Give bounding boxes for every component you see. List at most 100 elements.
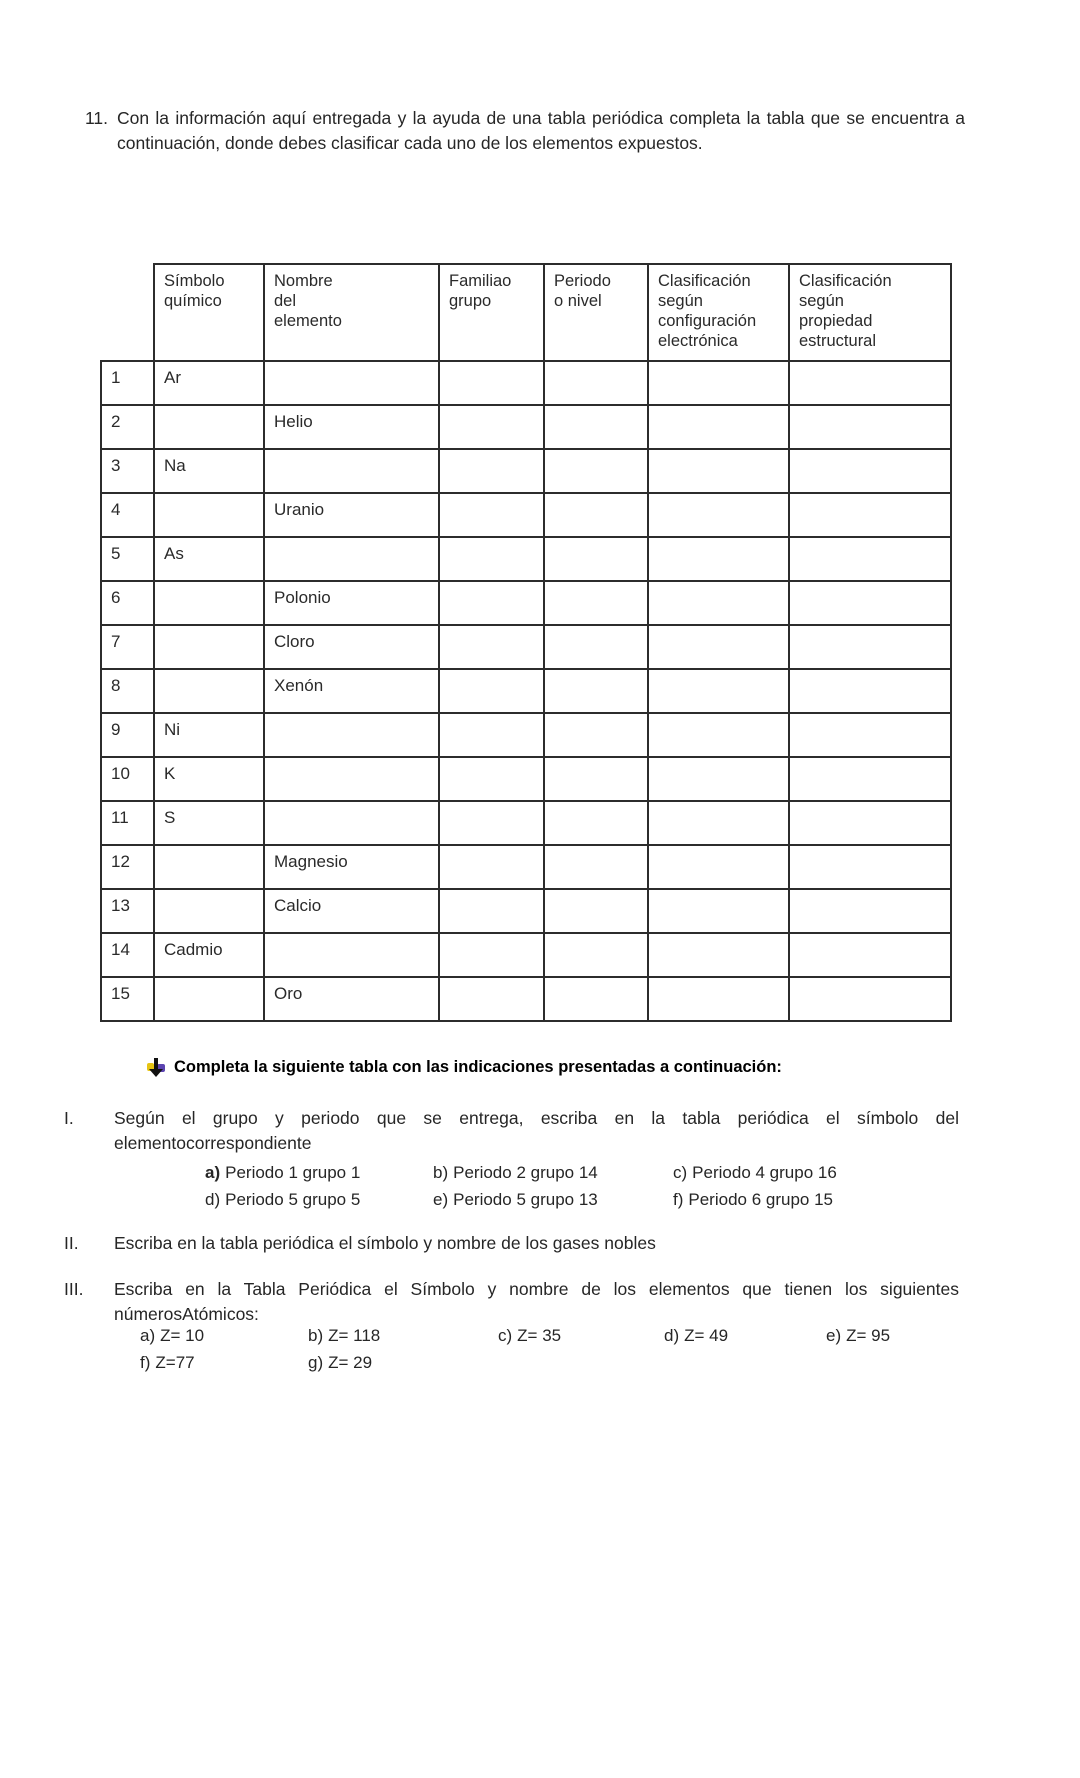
- table-row: 1 Ar: [100, 360, 952, 406]
- period-cell: [543, 800, 649, 846]
- config-class-cell: [647, 448, 790, 494]
- list-item: e) Periodo 5 grupo 13: [433, 1190, 598, 1209]
- intro-text: Con la información aquí entregada y la a…: [117, 108, 965, 153]
- family-cell: [438, 668, 545, 714]
- period-cell: [543, 976, 649, 1022]
- list-item: a) Z= 10: [140, 1326, 205, 1345]
- section-iii-numeral: III.: [64, 1279, 84, 1299]
- structural-class-cell: [788, 888, 952, 934]
- table-row: 14 Cadmio: [100, 932, 952, 978]
- section-iii: III. Escriba en la Tabla Periódica el Sí…: [64, 1277, 964, 1327]
- name-cell: [263, 448, 440, 494]
- config-class-cell: [647, 756, 790, 802]
- list-item: c) Z= 35: [498, 1326, 562, 1345]
- list-item: f) Periodo 6 grupo 15: [673, 1190, 833, 1209]
- period-cell: [543, 360, 649, 406]
- family-cell: [438, 800, 545, 846]
- config-class-cell: [647, 668, 790, 714]
- family-cell: [438, 404, 545, 450]
- bullet-instruction-text: Completa la siguiente tabla con las indi…: [174, 1058, 782, 1076]
- section-ii-numeral: II.: [64, 1233, 79, 1253]
- table-row: 7 Cloro: [100, 624, 952, 670]
- list-item: d) Z= 49: [664, 1326, 729, 1345]
- row-number-cell: 11: [100, 800, 155, 846]
- name-cell: Magnesio: [263, 844, 440, 890]
- table-row: 13 Calcio: [100, 888, 952, 934]
- symbol-cell: K: [153, 756, 265, 802]
- config-class-cell: [647, 624, 790, 670]
- header-config-class: Clasificación según configuración electr…: [647, 263, 790, 362]
- elements-table: Símbolo químico Nombre del elemento Fami…: [100, 263, 952, 1022]
- name-cell: Polonio: [263, 580, 440, 626]
- family-cell: [438, 580, 545, 626]
- table-row: 10 K: [100, 756, 952, 802]
- header-structural-class: Clasificación según propiedad estructura…: [788, 263, 952, 362]
- symbol-cell: Cadmio: [153, 932, 265, 978]
- name-cell: [263, 756, 440, 802]
- period-cell: [543, 580, 649, 626]
- section-i-items: a) Periodo 1 grupo 1 b) Periodo 2 grupo 14…: [205, 1161, 837, 1212]
- structural-class-cell: [788, 448, 952, 494]
- config-class-cell: [647, 844, 790, 890]
- period-cell: [543, 536, 649, 582]
- list-item: d) Periodo 5 grupo 5: [205, 1190, 361, 1209]
- header-name: Nombre del elemento: [263, 263, 440, 362]
- section-i: I. Según el grupo y periodo que se entre…: [64, 1106, 964, 1156]
- family-cell: [438, 976, 545, 1022]
- period-cell: [543, 932, 649, 978]
- name-cell: [263, 536, 440, 582]
- symbol-cell: [153, 844, 265, 890]
- section-iii-items: a) Z= 10 b) Z= 118 c) Z= 35 d) Z= 49 e) Z= 95…: [140, 1324, 890, 1375]
- period-cell: [543, 712, 649, 758]
- symbol-cell: [153, 888, 265, 934]
- name-cell: Uranio: [263, 492, 440, 538]
- structural-class-cell: [788, 536, 952, 582]
- list-item: a) Periodo 1 grupo 1: [205, 1163, 361, 1182]
- list-item: b) Z= 118: [308, 1326, 381, 1345]
- period-cell: [543, 844, 649, 890]
- family-cell: [438, 712, 545, 758]
- header-symbol: Símbolo químico: [153, 263, 265, 362]
- period-cell: [543, 756, 649, 802]
- period-cell: [543, 404, 649, 450]
- table-row: 8 Xenón: [100, 668, 952, 714]
- name-cell: Helio: [263, 404, 440, 450]
- row-number-cell: 4: [100, 492, 155, 538]
- list-item: b) Periodo 2 grupo 14: [433, 1163, 598, 1182]
- row-number-cell: 9: [100, 712, 155, 758]
- structural-class-cell: [788, 492, 952, 538]
- row-number-cell: 1: [100, 360, 155, 406]
- structural-class-cell: [788, 932, 952, 978]
- config-class-cell: [647, 404, 790, 450]
- structural-class-cell: [788, 800, 952, 846]
- family-cell: [438, 448, 545, 494]
- row-number-cell: 6: [100, 580, 155, 626]
- corner-cell: [101, 264, 154, 361]
- config-class-cell: [647, 976, 790, 1022]
- table-row: 11 S: [100, 800, 952, 846]
- table-row: 9 Ni: [100, 712, 952, 758]
- bullet-instruction: Completa la siguiente tabla con las indi…: [147, 1057, 782, 1078]
- name-cell: Xenón: [263, 668, 440, 714]
- structural-class-cell: [788, 668, 952, 714]
- config-class-cell: [647, 712, 790, 758]
- config-class-cell: [647, 360, 790, 406]
- name-cell: [263, 712, 440, 758]
- table-header-row: Símbolo químico Nombre del elemento Fami…: [101, 263, 952, 362]
- row-number-cell: 3: [100, 448, 155, 494]
- symbol-cell: [153, 668, 265, 714]
- symbol-cell: S: [153, 800, 265, 846]
- family-cell: [438, 888, 545, 934]
- table-row: 3 Na: [100, 448, 952, 494]
- structural-class-cell: [788, 756, 952, 802]
- family-cell: [438, 360, 545, 406]
- row-number-cell: 7: [100, 624, 155, 670]
- symbol-cell: [153, 404, 265, 450]
- period-cell: [543, 888, 649, 934]
- table-row: 6 Polonio: [100, 580, 952, 626]
- intro-number: 11.: [85, 108, 109, 128]
- section-iii-text: Escriba en la Tabla Periódica el Símbolo…: [114, 1279, 959, 1324]
- list-item: e) Z= 95: [826, 1326, 891, 1345]
- table-row: 2 Helio: [100, 404, 952, 450]
- family-cell: [438, 624, 545, 670]
